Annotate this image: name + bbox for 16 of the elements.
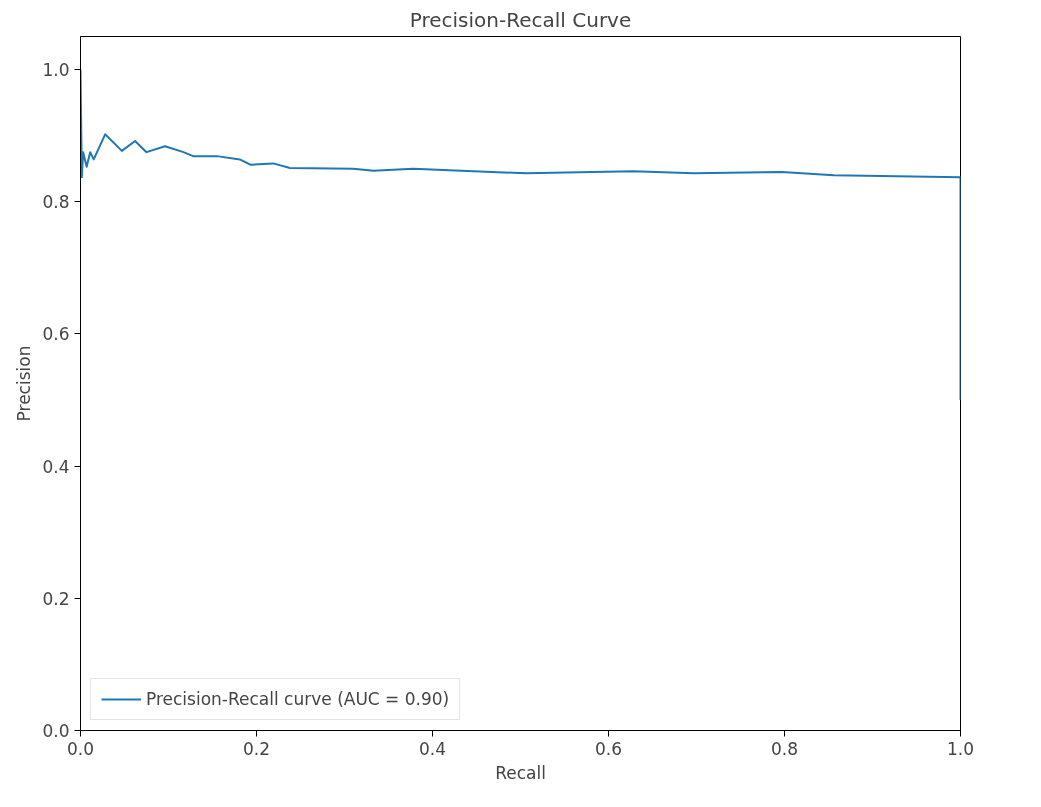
x-axis-title: Recall	[495, 762, 546, 783]
x-tick-label: 0.0	[66, 738, 95, 759]
y-tick-label: 1.0	[42, 60, 70, 81]
x-tick-label: 0.4	[418, 738, 447, 759]
y-axis-title: Precision	[14, 345, 35, 422]
y-tick-label: 0.8	[42, 192, 70, 213]
chart-title: Precision-Recall Curve	[409, 7, 632, 32]
y-tick-label: 0.4	[42, 456, 70, 477]
x-tick-label: 1.0	[946, 738, 975, 759]
y-tick-label: 0.2	[42, 588, 70, 609]
x-tick-label: 0.6	[594, 738, 623, 759]
x-tick-label: 0.8	[770, 738, 799, 759]
y-tick-label: 0.6	[42, 324, 70, 345]
legend-label: Precision-Recall curve (AUC = 0.90)	[146, 689, 450, 709]
y-tick-label: 0.0	[42, 721, 70, 741]
x-tick-label: 0.2	[242, 738, 271, 759]
